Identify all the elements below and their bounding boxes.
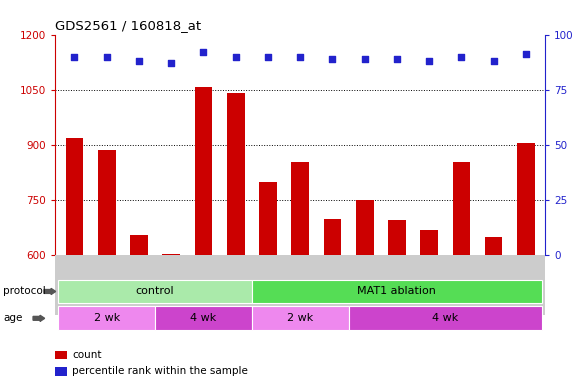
Text: age: age [3,313,22,323]
Point [392,56,401,62]
Text: 4 wk: 4 wk [190,313,216,323]
Point [199,49,208,55]
Point [70,54,79,60]
Point [425,58,434,64]
Text: GDS2561 / 160818_at: GDS2561 / 160818_at [55,19,201,32]
Bar [291,162,309,384]
Bar [388,220,406,384]
Text: 2 wk: 2 wk [287,313,313,323]
Point [360,56,369,62]
Point [166,60,176,66]
Bar [259,182,277,384]
Bar [162,253,180,384]
Bar [452,162,470,384]
Bar [227,93,245,384]
Text: percentile rank within the sample: percentile rank within the sample [72,366,248,376]
Bar [485,237,502,384]
Point [102,54,111,60]
Text: 2 wk: 2 wk [93,313,120,323]
Text: MAT1 ablation: MAT1 ablation [357,286,436,296]
Point [328,56,337,62]
Point [521,51,531,58]
Point [295,54,305,60]
Text: count: count [72,350,102,360]
Point [231,54,240,60]
Point [489,58,498,64]
Bar [66,137,84,384]
Bar [98,151,115,384]
Text: control: control [136,286,175,296]
Bar [517,143,535,384]
Text: 4 wk: 4 wk [432,313,458,323]
Bar [194,87,212,384]
Point [456,54,466,60]
Text: protocol: protocol [3,286,46,296]
Bar [356,200,374,384]
Bar [324,218,341,384]
Point [263,54,273,60]
Bar [130,235,148,384]
Point [135,58,144,64]
Bar [420,230,438,384]
